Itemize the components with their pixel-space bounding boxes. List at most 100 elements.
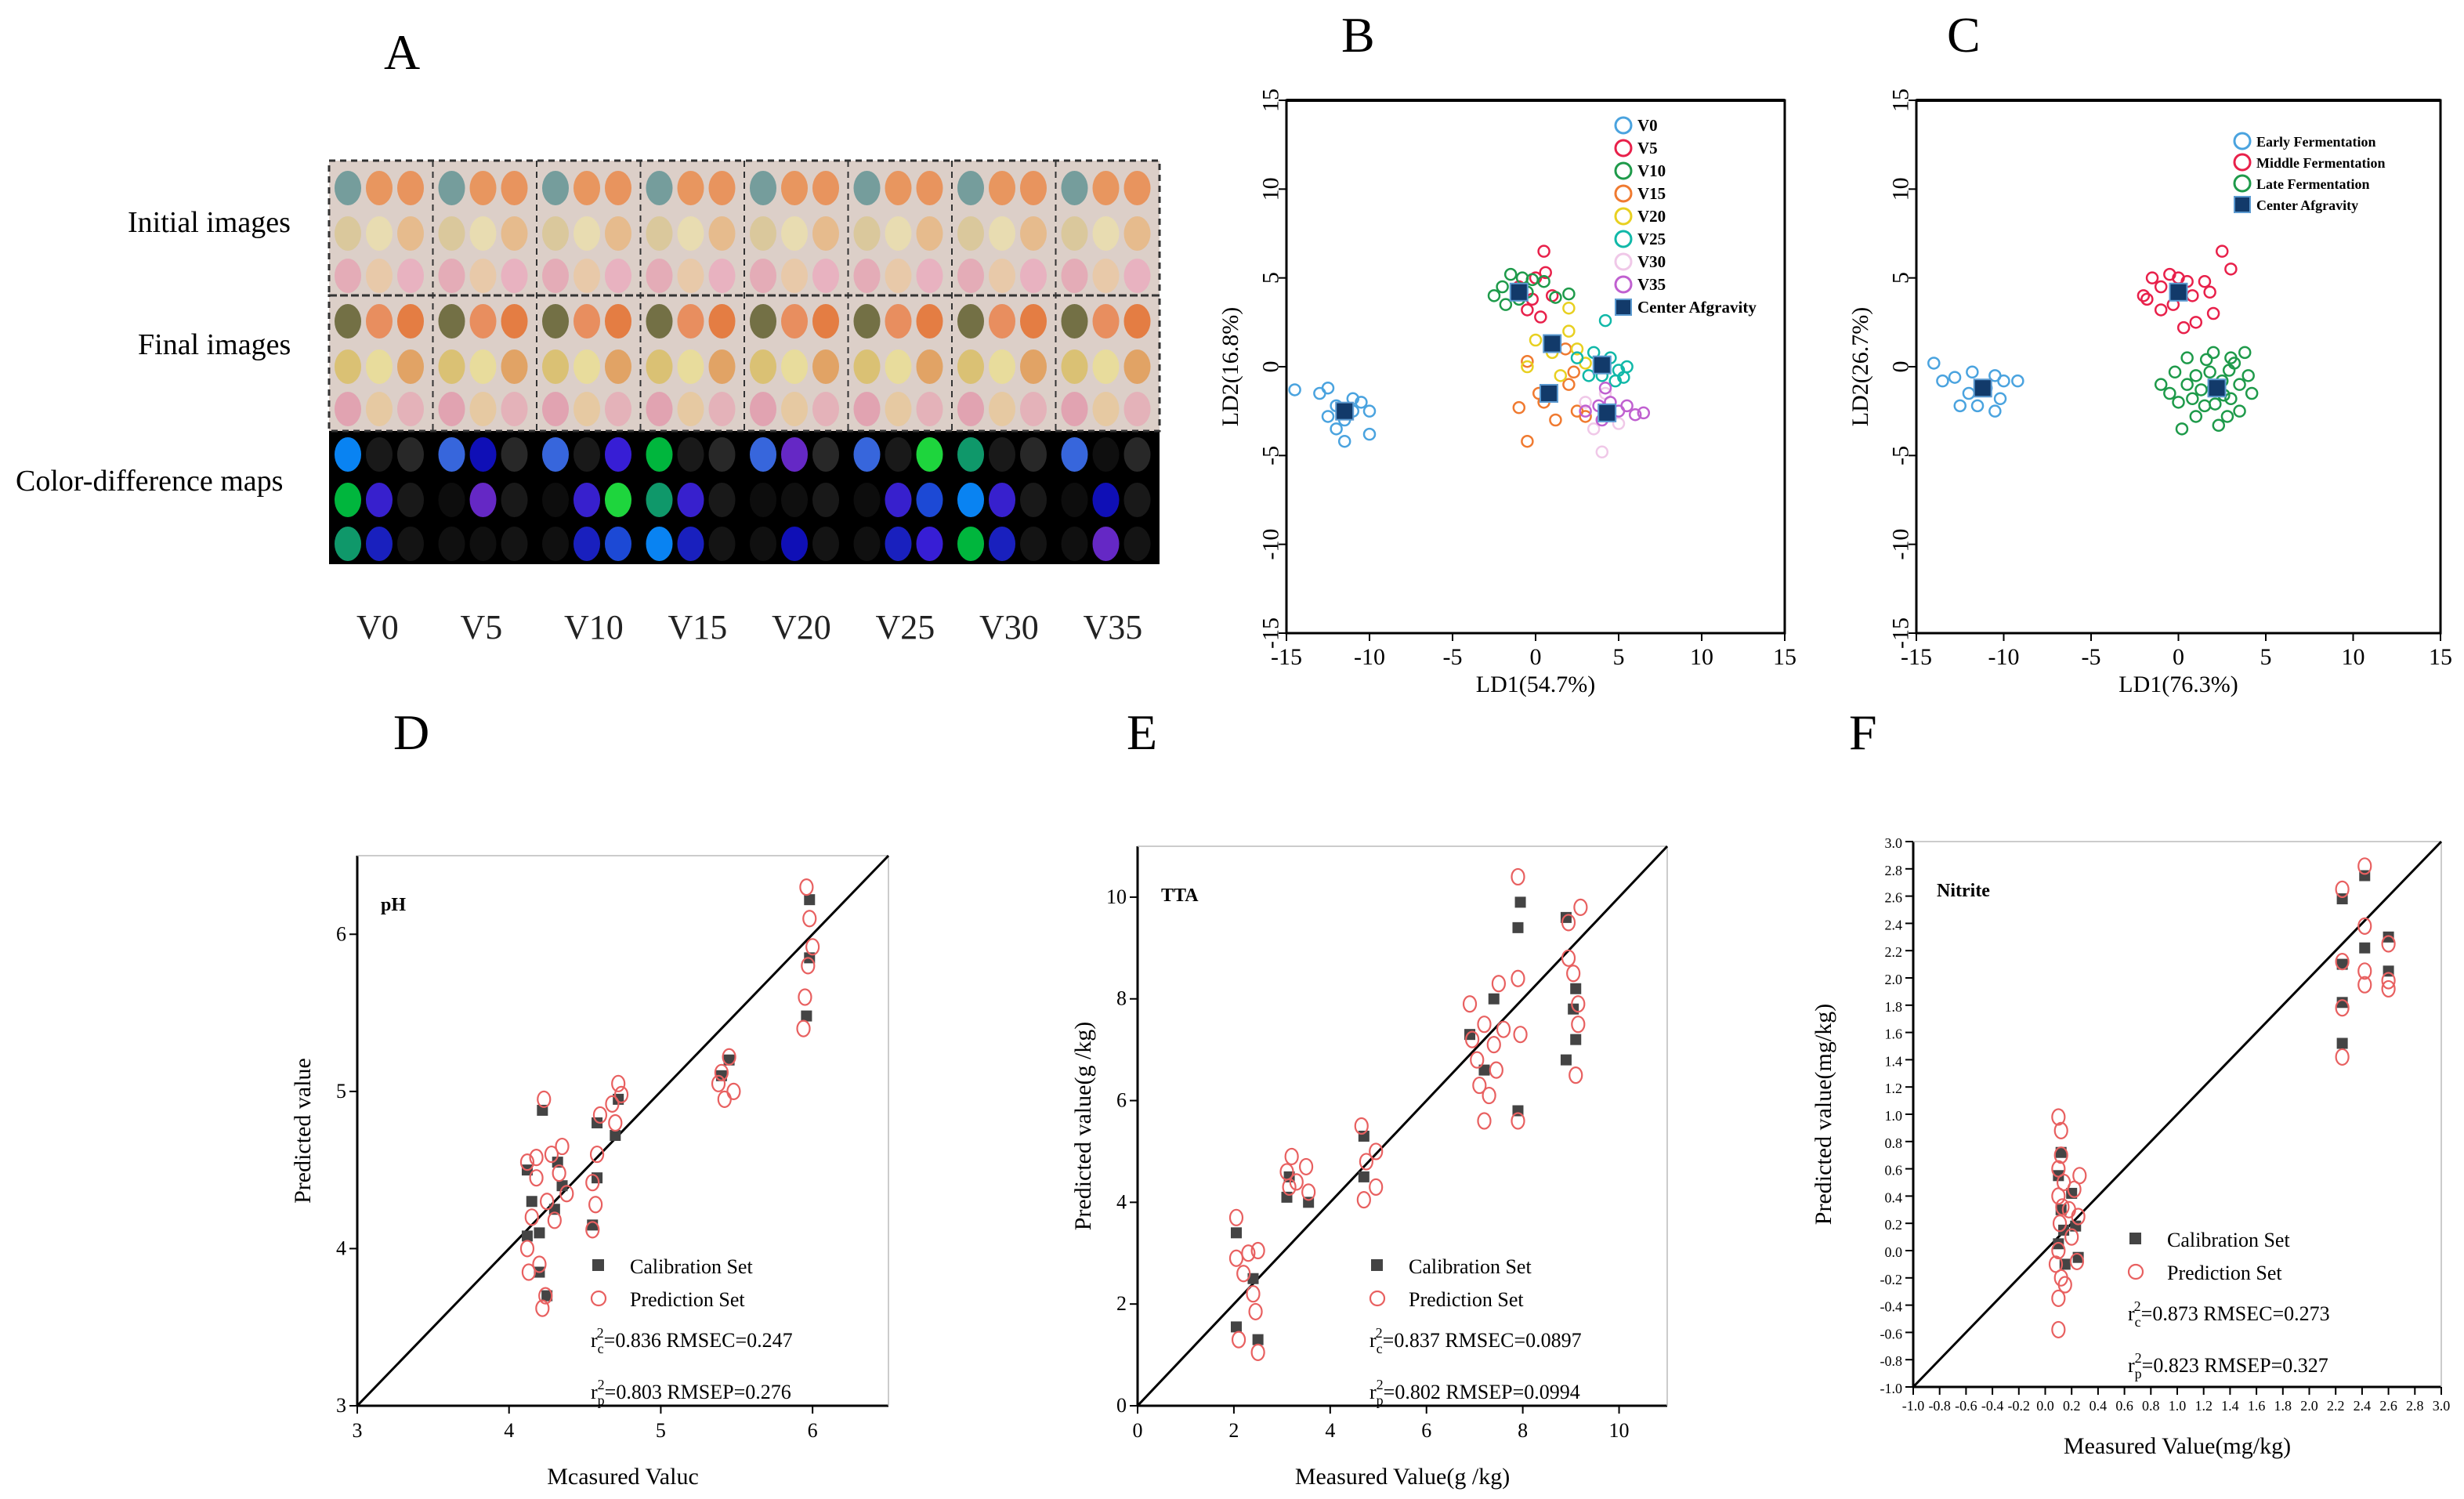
data-point [1567,365,1581,379]
prediction-point [585,1221,600,1239]
data-point [1503,267,1518,281]
x-tick-label: 5 [2260,644,2272,670]
legend-marker [1614,252,1633,271]
data-point [1549,413,1562,427]
prediction-point [717,1090,732,1108]
data-point [1587,422,1601,436]
prediction-point [2052,1215,2068,1233]
legend-label: V20 [1637,207,1666,226]
y-tick-label: -10 [1258,529,1284,560]
chart-title: TTA [1161,885,1199,906]
x-tick-label: 6 [808,1419,818,1442]
x-tick-label: 0.8 [2142,1398,2160,1414]
identity-line [356,854,890,1407]
data-point [1628,407,1642,422]
data-point [2175,422,2189,436]
x-tick-label: 10 [2342,644,2365,670]
y-tick-label: 0 [1258,361,1284,373]
prediction-point [1513,1026,1528,1044]
data-point [2154,280,2168,294]
y-tick-label: 2 [1116,1292,1127,1315]
y-tick-label: 5 [1888,272,1914,284]
x-axis-label: LD1(54.7%) [1476,672,1595,697]
data-point [1521,360,1534,374]
y-tick-label: 1.4 [1885,1053,1903,1069]
legend-marker [1614,230,1633,248]
data-point [1562,378,1576,391]
data-point [1537,244,1550,258]
data-point [2163,386,2176,400]
data-point [2220,410,2234,423]
data-point [1582,369,1596,382]
prediction-point [2055,1198,2070,1216]
y-tick-label: 0.0 [1885,1244,1903,1260]
prediction-point [2072,1167,2087,1185]
data-point [2224,392,2238,406]
data-point [2206,346,2220,360]
x-tick-label: 6 [1421,1419,1431,1442]
data-point [1637,406,1651,420]
data-point [1558,342,1572,356]
prediction-point [2071,1208,2086,1226]
data-point [1966,365,1979,379]
y-tick-label: 6 [1116,1089,1127,1112]
x-tick-label: 1.4 [2221,1398,2239,1414]
prediction-point [1246,1285,1261,1303]
data-point [2172,396,2185,409]
prediction-point [1561,949,1576,967]
x-tick-label: 1.8 [2274,1398,2292,1414]
x-tick-label: 0.4 [2090,1398,2108,1414]
prediction-point [552,1164,566,1182]
prediction-point [1354,1117,1369,1135]
prediction-point [1491,975,1507,993]
data-point [2206,306,2220,320]
calibration-point [2053,1170,2064,1182]
data-point [1330,422,1343,436]
y-tick-label: 3 [336,1394,346,1417]
prediction-point [608,1113,623,1132]
x-tick-label: -0.4 [1981,1398,2004,1414]
x-tick-label: 10 [1690,644,1713,670]
legend-label: V0 [1637,116,1658,135]
calibration-point [801,1010,812,1022]
prediction-point [1561,914,1576,932]
calibration-point [1570,1034,1582,1045]
x-tick-label: 3.0 [2433,1398,2451,1414]
chart-d: 3 4 5 6 3 4 5 6 Mcasured Valuc Predicted value pH C… [290,854,890,1490]
x-tick-label: -15 [1901,644,1932,670]
y-axis-label: Predicted value [290,1058,316,1204]
centroid-point [1539,384,1558,403]
y-tick-label: 4 [1116,1190,1127,1213]
stat-line: rc2=0.837 RMSEC=0.0897 [1369,1325,1582,1356]
prediction-point [801,957,816,975]
x-tick-label: 1.0 [2169,1398,2187,1414]
centroid-point [1543,334,1562,353]
x-tick-label: 2.0 [2300,1398,2318,1414]
calibration-point [2336,997,2348,1008]
y-tick-label: 1.6 [1885,1026,1903,1042]
sample-label-v5: V5 [460,608,503,646]
calibration-point [521,1230,533,1242]
data-point [2194,383,2208,396]
x-tick-label: -1.0 [1902,1398,1925,1414]
x-tick-label: -10 [1354,644,1385,670]
chart-title: pH [381,895,406,915]
data-point [2203,285,2216,299]
y-tick-label: 0.2 [1885,1217,1903,1233]
prediction-point [2053,1121,2068,1139]
data-point [1288,383,1301,396]
legend-marker [1614,184,1633,203]
sample-label-v0: V0 [356,608,399,646]
prediction-point [1566,965,1581,983]
prediction-point [1241,1244,1256,1262]
calibration-point [1247,1273,1259,1284]
prediction-point [540,1193,555,1211]
prediction-point [1477,1016,1492,1034]
prediction-point [521,1263,536,1281]
x-tick-label: 0.2 [2063,1398,2081,1414]
calibration-point [556,1180,568,1192]
legend-label: Center Afgravity [2256,197,2358,213]
x-tick-label: 2.2 [2327,1398,2345,1414]
panel-letter-f: F [1849,704,1877,760]
stat-line: rp2=0.823 RMSEP=0.327 [2128,1350,2328,1381]
